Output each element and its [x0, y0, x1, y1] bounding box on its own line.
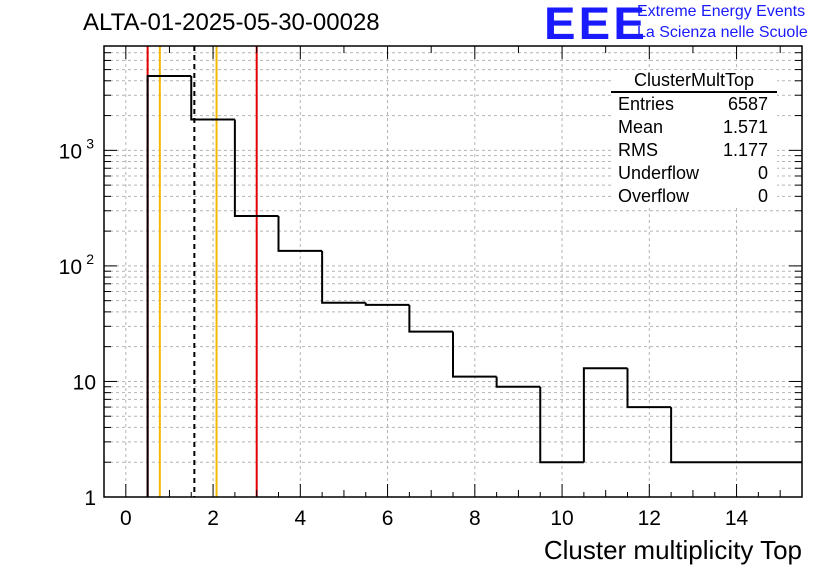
x-tick-label: 12 — [638, 507, 661, 530]
histogram-bin — [277, 216, 323, 252]
histogram-bin — [495, 376, 541, 388]
logo-line-1: Extreme Energy Events — [637, 3, 806, 20]
histogram-bin — [670, 407, 802, 464]
logo-line-2: La Scienza nelle Scuole — [637, 24, 808, 41]
histogram-bin — [146, 75, 192, 497]
x-tick-label: 8 — [469, 507, 481, 530]
stats-row-rms: RMS 1.177 — [611, 139, 777, 162]
histogram-bin — [626, 368, 672, 409]
x-axis-label: Cluster multiplicity Top — [543, 535, 802, 565]
y-tick-exponent: 3 — [86, 135, 94, 151]
stats-value: 0 — [757, 186, 768, 206]
histogram-bin — [408, 304, 453, 333]
stats-value: 1.177 — [722, 140, 768, 160]
histogram-bin — [582, 367, 628, 463]
stats-box: ClusterMultTop Entries 6587 Mean 1.571 RMS… — [611, 70, 777, 208]
x-tick-label: 4 — [294, 507, 306, 530]
stats-label: RMS — [618, 140, 658, 160]
y-tick-label: 10 — [59, 140, 82, 163]
y-tick-label: 10 — [59, 256, 82, 279]
stats-label: Overflow — [618, 186, 690, 206]
stats-value: 1.571 — [722, 117, 768, 137]
x-tick-label: 6 — [382, 507, 394, 530]
y-tick-exponent: 2 — [86, 251, 94, 267]
stats-label: Underflow — [618, 163, 700, 183]
histogram-bins — [146, 75, 802, 497]
stats-row-overflow: Overflow 0 — [611, 185, 777, 208]
run-title: ALTA-01-2025-05-30-00028 — [83, 9, 380, 36]
histogram-bin — [364, 302, 410, 306]
stats-label: Mean — [618, 117, 664, 137]
y-tick-label: 10 — [73, 371, 96, 394]
stats-title: ClusterMultTop — [611, 70, 777, 93]
histogram-bin — [321, 250, 366, 304]
histogram-bin — [190, 76, 235, 121]
stats-row-underflow: Underflow 0 — [611, 162, 777, 185]
y-tick-label: 1 — [84, 487, 96, 510]
histogram-bin — [233, 119, 279, 218]
eee-logo: EEE — [544, 0, 648, 49]
stats-value: 0 — [757, 163, 768, 183]
stats-row-entries: Entries 6587 — [611, 93, 777, 116]
x-tick-label: 2 — [207, 507, 219, 530]
stats-row-mean: Mean 1.571 — [611, 116, 777, 139]
x-tick-label: 0 — [120, 507, 132, 530]
stats-label: Entries — [618, 94, 675, 114]
x-tick-label: 14 — [725, 507, 749, 530]
x-tick-label: 10 — [550, 507, 573, 530]
stats-value: 6587 — [727, 94, 768, 114]
histogram-bin — [539, 386, 584, 464]
histogram-bin — [452, 331, 497, 378]
